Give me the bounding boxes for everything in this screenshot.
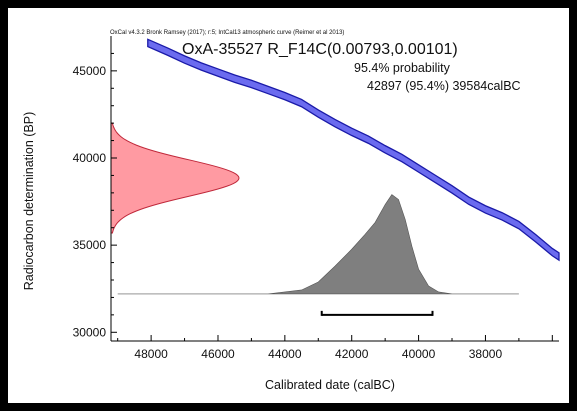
x-axis-label: Calibrated date (calBC) [265, 378, 395, 392]
chart-frame: 48000 46000 44000 42000 40000 38000 30000 35000… [8, 8, 569, 403]
radiocarbon-distribution [110, 122, 240, 234]
calibrated-distribution [117, 194, 519, 295]
x-tick-label: 42000 [335, 347, 369, 361]
y-tick-label: 30000 [73, 325, 107, 339]
distribution-layer [110, 122, 519, 316]
y-tick-label: 35000 [73, 238, 107, 252]
axes-layer [110, 36, 559, 342]
y-tick-label: 45000 [73, 64, 107, 78]
x-tick-label: 46000 [201, 347, 235, 361]
range-label: 42897 (95.4%) 39584calBC [367, 79, 521, 93]
x-tick-label: 38000 [469, 347, 503, 361]
x-tick-label: 44000 [268, 347, 302, 361]
chart-title: OxA-35527 R_F14C(0.00793,0.00101) [182, 41, 458, 58]
x-tick-label: 40000 [402, 347, 436, 361]
calibration-curve [147, 38, 560, 262]
y-tick-label: 40000 [73, 151, 107, 165]
credit-text: OxCal v4.3.2 Bronk Ramsey (2017); r:5; I… [110, 30, 344, 36]
calibration-curve-layer [147, 38, 560, 262]
probability-label: 95.4% probability [354, 61, 451, 75]
ticks-layer: 48000 46000 44000 42000 40000 38000 30000 35000… [73, 52, 553, 361]
x-tick-label: 48000 [134, 347, 168, 361]
calibration-chart: 48000 46000 44000 42000 40000 38000 30000 35000… [22, 30, 560, 392]
y-axis-label: Radiocarbon determination (BP) [22, 112, 36, 291]
